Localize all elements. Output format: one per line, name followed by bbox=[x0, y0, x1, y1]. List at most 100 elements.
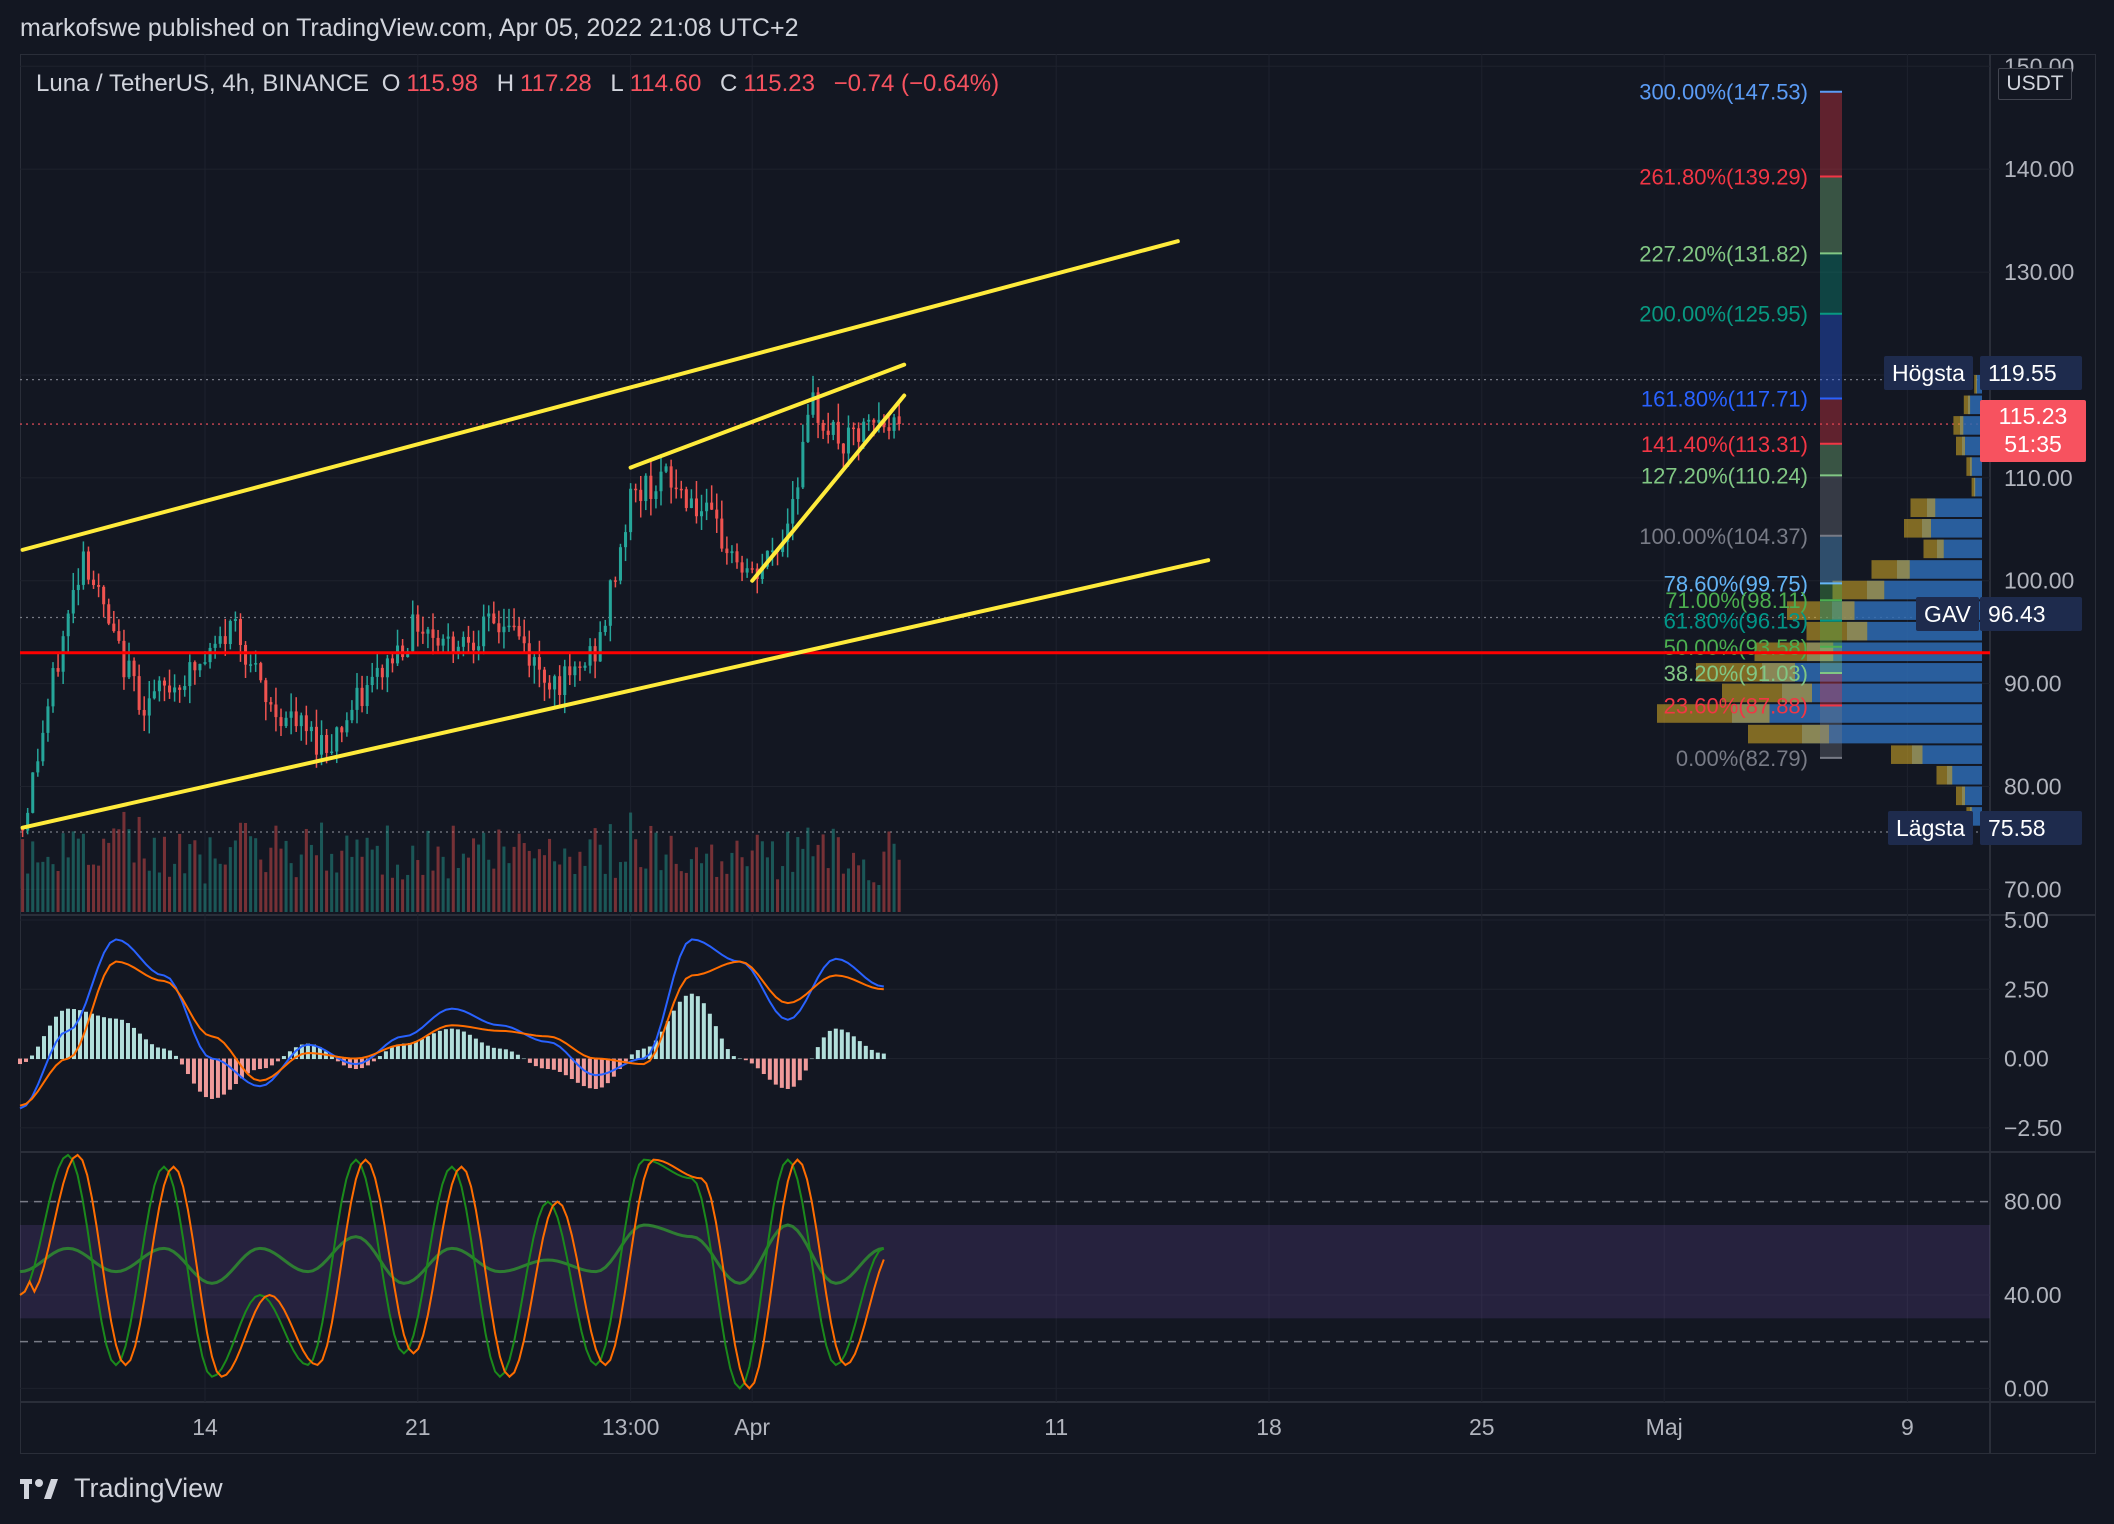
low-label: L bbox=[610, 70, 624, 97]
macd-line bbox=[19, 938, 884, 1110]
symbol-name[interactable]: Luna / TetherUS, 4h, BINANCE bbox=[36, 70, 370, 97]
volume-bar bbox=[669, 835, 673, 912]
volume-profile-sell bbox=[1748, 724, 1829, 744]
candle-body bbox=[314, 726, 318, 755]
volume-profile-bar bbox=[1867, 580, 1982, 600]
macd-histogram-bar bbox=[599, 1058, 604, 1088]
candle-body bbox=[750, 568, 754, 570]
macd-histogram-bar bbox=[713, 1026, 718, 1060]
volume-profile-sell bbox=[1891, 745, 1923, 764]
candle-body bbox=[168, 685, 172, 693]
stoch-tick-label: 40.00 bbox=[2004, 1282, 2062, 1308]
macd-histogram-bar bbox=[245, 1058, 250, 1074]
time-tick-label: 11 bbox=[1044, 1414, 1068, 1440]
fib-level-label: 71.00%(98.11) bbox=[1665, 588, 1808, 613]
volume-bar bbox=[588, 839, 592, 912]
fib-level-labels: 300.00%(147.53) 261.80%(139.29) 227.20%(13… bbox=[1639, 80, 1808, 771]
fib-level-label: 141.40%(113.31) bbox=[1641, 432, 1808, 457]
candle-body bbox=[548, 682, 552, 690]
macd-histogram-bar bbox=[329, 1056, 334, 1060]
candle-body bbox=[360, 687, 364, 707]
candle-body bbox=[461, 636, 465, 647]
current-price-tag: 115.23 51:35 bbox=[1980, 400, 2086, 462]
volume-profile-sell bbox=[1953, 416, 1964, 435]
volume-bar bbox=[259, 859, 263, 912]
volume-bar bbox=[684, 872, 688, 912]
volume-bar bbox=[426, 830, 430, 912]
candle-body bbox=[456, 646, 460, 654]
volume-bar bbox=[360, 856, 364, 912]
currency-label[interactable]: USDT bbox=[1998, 68, 2072, 100]
fib-zone bbox=[1820, 91, 1842, 177]
macd-histogram-bar bbox=[593, 1058, 598, 1089]
candle-body bbox=[816, 392, 820, 423]
macd-histogram-bar bbox=[527, 1058, 532, 1063]
macd-histogram-bar bbox=[731, 1056, 736, 1060]
volume-bar bbox=[223, 864, 227, 912]
candle-body bbox=[720, 518, 724, 549]
volume-bar bbox=[264, 872, 268, 912]
candle-body bbox=[188, 662, 192, 687]
brand-name[interactable]: TradingView bbox=[74, 1472, 223, 1503]
volume-bar bbox=[137, 816, 141, 912]
volume-bar bbox=[750, 850, 754, 912]
trendline bbox=[750, 393, 907, 583]
candle-body bbox=[446, 636, 450, 639]
candle-body bbox=[218, 636, 222, 644]
candle-body bbox=[365, 685, 369, 707]
macd-histogram-bar bbox=[449, 1028, 454, 1060]
candle-body bbox=[897, 416, 901, 425]
volume-bar bbox=[553, 861, 557, 912]
candle-body bbox=[887, 427, 891, 431]
volume-bar bbox=[294, 877, 298, 912]
candle-body bbox=[269, 702, 273, 705]
candle-body bbox=[350, 709, 354, 721]
volume-bar bbox=[720, 861, 724, 912]
volume-bar bbox=[755, 834, 759, 912]
volume-bar bbox=[659, 870, 663, 912]
macd-histogram-bar bbox=[425, 1036, 430, 1060]
candle-body bbox=[791, 499, 795, 524]
volume-bar bbox=[791, 871, 795, 912]
volume-bar bbox=[694, 847, 698, 912]
candle-body bbox=[259, 663, 263, 681]
macd-histogram-bar bbox=[401, 1043, 406, 1060]
volume-bar bbox=[157, 872, 161, 912]
macd-histogram-bar bbox=[383, 1051, 388, 1060]
macd-histogram-bar bbox=[581, 1058, 586, 1087]
price-tick-label: 80.00 bbox=[2004, 774, 2062, 800]
macd-histogram-bar bbox=[209, 1058, 214, 1099]
fib-zone bbox=[1820, 583, 1842, 601]
candle-body bbox=[629, 488, 633, 533]
candle-body bbox=[639, 489, 643, 502]
candle-body bbox=[760, 566, 764, 579]
volume-bar bbox=[558, 864, 562, 912]
volume-bar bbox=[228, 847, 232, 912]
candle-body bbox=[102, 586, 106, 605]
macd-histogram-bar bbox=[413, 1041, 418, 1060]
candle-body bbox=[482, 616, 486, 647]
volume-bar bbox=[416, 860, 420, 912]
volume-bar bbox=[700, 863, 704, 912]
macd-histogram-bar bbox=[671, 1010, 676, 1060]
volume-bar bbox=[218, 863, 222, 912]
volume-bar bbox=[563, 848, 567, 912]
volume-bar bbox=[542, 855, 546, 912]
macd-histogram-bar bbox=[701, 1003, 706, 1060]
candle-body bbox=[618, 547, 622, 581]
macd-histogram-bar bbox=[569, 1058, 574, 1080]
macd-histogram-bar bbox=[377, 1056, 382, 1060]
macd-histogram-bar bbox=[365, 1058, 370, 1066]
volume-bar bbox=[852, 852, 856, 912]
candle-body bbox=[705, 502, 709, 512]
candle-body bbox=[81, 551, 85, 585]
candle-body bbox=[644, 475, 648, 502]
candle-body bbox=[882, 419, 886, 428]
macd-histogram-bar bbox=[221, 1058, 226, 1095]
volume-bar bbox=[608, 824, 612, 912]
macd-histogram-bar bbox=[53, 1016, 58, 1060]
macd-histogram-bar bbox=[485, 1045, 490, 1060]
tradingview-logo-icon[interactable] bbox=[20, 1475, 64, 1501]
macd-histogram-bar bbox=[629, 1054, 634, 1060]
